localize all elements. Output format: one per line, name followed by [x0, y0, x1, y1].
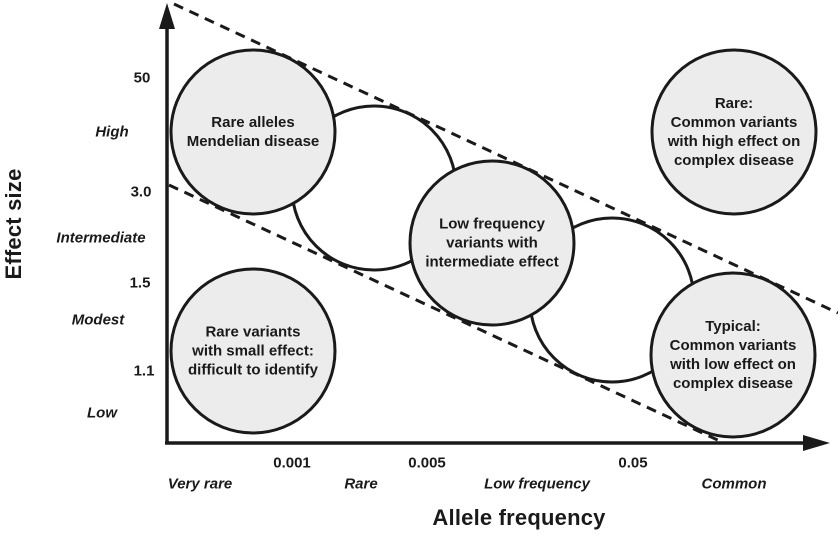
x-tick-0-001: 0.001 — [273, 454, 311, 472]
circle-text-line: complex disease — [672, 375, 794, 392]
y-tick-50: 50 — [133, 69, 151, 87]
y-tick-1-1: 1.1 — [133, 362, 155, 380]
circle-text-line: Low frequency — [439, 215, 545, 233]
rare-variants-small-effect-circle — [169, 267, 337, 435]
y-category-high: High — [95, 123, 129, 141]
low-frequency-variants-intermediate-effect-circle — [408, 159, 576, 327]
x-tick-0-05: 0.05 — [618, 454, 648, 472]
y-tick-1-5: 1.5 — [129, 274, 151, 292]
circle-text-line: intermediate effect — [425, 253, 559, 271]
x-category-rare: Rare — [344, 475, 378, 493]
circle-text-line: with small effect: — [192, 342, 314, 360]
typical-common-variants-low-effect-circle — [649, 271, 817, 439]
circle-text-line: Rare: — [714, 95, 754, 112]
x-category-common: Common — [701, 475, 767, 493]
circle-text-line: Mendelian disease — [186, 133, 320, 150]
y-category-low: Low — [87, 404, 117, 422]
y-axis-arrowhead-icon — [159, 3, 175, 29]
upper-dashed-envelope-line — [173, 2, 838, 315]
typical-common-variants-low-effect-label: Typical: Common variants with low effect… — [670, 317, 797, 393]
y-category-intermediate: Intermediate — [56, 229, 146, 247]
circle-text-line: Common variants — [669, 337, 797, 354]
rare-common-variants-high-effect-circle — [650, 48, 818, 216]
x-category-low-frequency: Low frequency — [484, 475, 590, 493]
circle-text-line: difficult to identify — [188, 361, 318, 379]
circle-text-line: variants with — [446, 234, 538, 252]
circle-text-line: with low effect on — [670, 356, 796, 373]
circle-text-line: Typical: — [705, 318, 761, 335]
x-axis-arrowhead-icon — [803, 435, 830, 451]
x-category-very-rare: Very rare — [167, 475, 233, 493]
y-tick-3-0: 3.0 — [130, 183, 152, 201]
lower-dashed-envelope-line — [168, 183, 725, 445]
x-axis-title: Allele frequency — [432, 505, 606, 530]
circle-text-line: Rare variants — [205, 323, 301, 341]
rare-variants-small-effect-label: Rare variants with small effect: difficu… — [188, 323, 318, 380]
y-axis-title: Effect size — [1, 168, 26, 280]
low-frequency-variants-intermediate-effect-label: Low frequency variants with intermediate… — [425, 215, 558, 272]
circle-text-line: Rare alleles — [211, 114, 295, 131]
circle-text-line: Common variants — [670, 114, 798, 131]
rare-alleles-mendelian-disease-label: Rare alleles Mendelian disease — [187, 113, 320, 151]
rare-alleles-mendelian-disease-circle — [169, 48, 337, 216]
y-category-modest: Modest — [71, 311, 125, 329]
circle-text-line: complex disease — [673, 152, 795, 169]
circle-text-line: with high effect on — [667, 133, 801, 150]
rare-common-variants-high-effect-label: Rare: Common variants with high effect o… — [668, 94, 801, 170]
x-tick-0-005: 0.005 — [408, 454, 446, 472]
